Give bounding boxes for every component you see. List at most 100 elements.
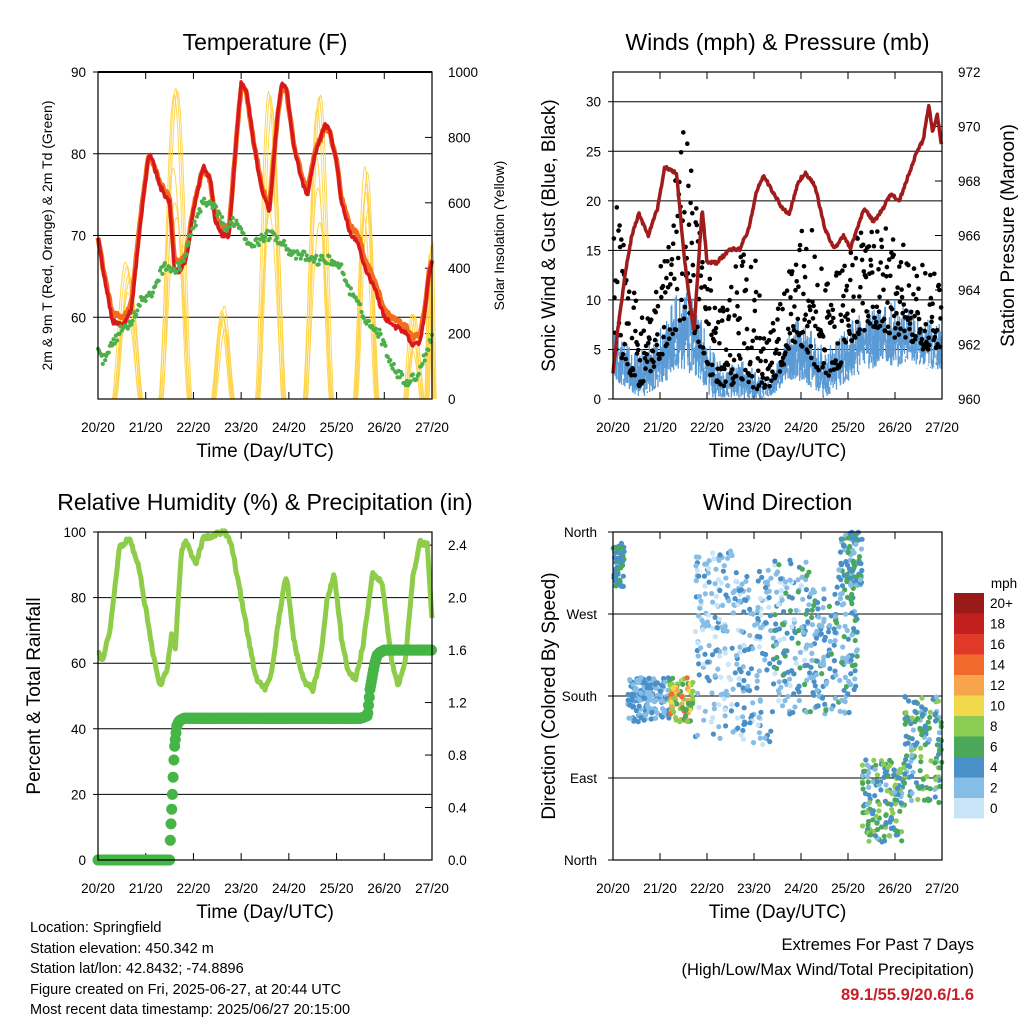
gust-point	[679, 297, 684, 303]
gust-point	[720, 305, 726, 311]
x-tick-label: 22/20	[177, 881, 211, 896]
y-tick-label: 0	[78, 853, 86, 868]
gust-point	[841, 293, 846, 299]
y2-tick-label: 600	[448, 196, 471, 211]
gust-point	[806, 298, 811, 304]
wind-direction-point	[701, 717, 707, 723]
x-tick-label: 27/20	[415, 881, 449, 896]
gust-point	[868, 263, 874, 268]
dewpoint-point	[426, 347, 431, 353]
wind-direction-point	[768, 575, 774, 581]
gust-point	[920, 262, 925, 268]
wind-direction-point	[860, 780, 866, 787]
x-tick-label: 24/20	[784, 420, 818, 435]
station-elevation: Station elevation: 450.342 m	[30, 940, 214, 957]
gust-point	[731, 380, 736, 386]
wind-direction-point	[866, 784, 872, 791]
wind-direction-point	[615, 571, 621, 577]
y-tick-label: 20	[71, 787, 86, 802]
wind-direction-point	[767, 739, 773, 745]
wind-direction-point	[864, 762, 870, 768]
wind-direction-point	[652, 681, 658, 687]
y-tick-label: 70	[71, 229, 86, 244]
gust-point	[752, 297, 757, 303]
wind-direction-point	[783, 590, 789, 596]
gust-point	[620, 268, 625, 274]
wind-direction-point	[746, 587, 752, 593]
wind-direction-point	[710, 715, 716, 721]
wind-direction-point	[811, 692, 817, 698]
gust-point	[897, 264, 902, 269]
dewpoint-point	[202, 196, 207, 201]
gust-point	[911, 292, 916, 297]
dewpoint-point	[274, 235, 279, 240]
wind-direction-point	[848, 582, 854, 588]
gust-point	[795, 316, 801, 322]
wind-direction-point	[770, 635, 776, 641]
dewpoint-point	[314, 253, 319, 258]
gust-point	[810, 316, 816, 321]
wind-direction-point	[720, 602, 726, 609]
gust-point	[759, 380, 764, 385]
gust-point	[903, 335, 908, 340]
wind-direction-point	[682, 713, 689, 719]
wind-direction-point	[776, 679, 782, 685]
wind-direction-point	[723, 723, 729, 729]
wind-direction-point	[909, 752, 915, 759]
gust-point	[625, 361, 630, 367]
wind-direction-point	[927, 786, 933, 792]
wind-direction-point	[809, 622, 816, 628]
precipitation-point	[168, 754, 180, 766]
gust-point	[857, 294, 862, 299]
wind-direction-point	[758, 612, 764, 618]
wind-direction-point	[754, 673, 760, 679]
wind-direction-point	[726, 598, 732, 604]
gust-point	[648, 317, 654, 323]
gust-point	[908, 309, 914, 315]
humidity-xlabel: Time (Day/UTC)	[196, 902, 334, 923]
wind-direction-point	[718, 692, 724, 698]
dewpoint-point	[217, 211, 222, 216]
gust-point	[696, 296, 702, 302]
gust-point	[721, 383, 727, 389]
wind-direction-point	[651, 699, 658, 705]
wind-direction-point	[809, 607, 815, 613]
wind-direction-point	[677, 719, 683, 725]
dewpoint-point	[287, 248, 293, 253]
wind-direction-point	[698, 645, 704, 651]
gust-point	[794, 279, 799, 284]
gust-point	[622, 341, 627, 347]
gust-point	[709, 332, 714, 338]
gust-point	[690, 210, 695, 216]
wind-direction-point	[870, 817, 876, 823]
gust-point	[626, 289, 632, 295]
precipitation-point	[165, 818, 177, 830]
gust-point	[776, 351, 782, 357]
dewpoint-point	[143, 298, 148, 303]
wind-direction-point	[878, 824, 885, 830]
wind-direction-point	[733, 570, 739, 576]
wind-direction-point	[750, 646, 756, 652]
y-tick-label: West	[566, 607, 597, 622]
wind-direction-point	[712, 673, 718, 679]
gust-point	[819, 266, 824, 272]
wind-direction-point	[710, 550, 716, 556]
wind-direction-point	[780, 672, 786, 678]
wind-direction-point	[621, 548, 627, 555]
x-tick-label: 20/20	[81, 881, 115, 896]
gust-point	[882, 328, 888, 334]
wind-direction-point	[816, 622, 823, 628]
gust-point	[891, 252, 896, 258]
wind-direction-point	[763, 585, 769, 591]
wind-direction-point	[723, 592, 729, 598]
wind-direction-point	[763, 651, 769, 658]
wind-direction-point	[814, 628, 820, 634]
wind-direction-point	[837, 677, 843, 684]
wind-direction-point	[881, 833, 887, 839]
wind-direction-point	[710, 599, 716, 605]
wind-direction-point	[754, 633, 761, 639]
gust-point	[901, 242, 906, 248]
wind-direction-point	[796, 627, 802, 634]
station-location: Location: Springfield	[30, 920, 162, 936]
solar-insolation-line	[305, 96, 333, 400]
